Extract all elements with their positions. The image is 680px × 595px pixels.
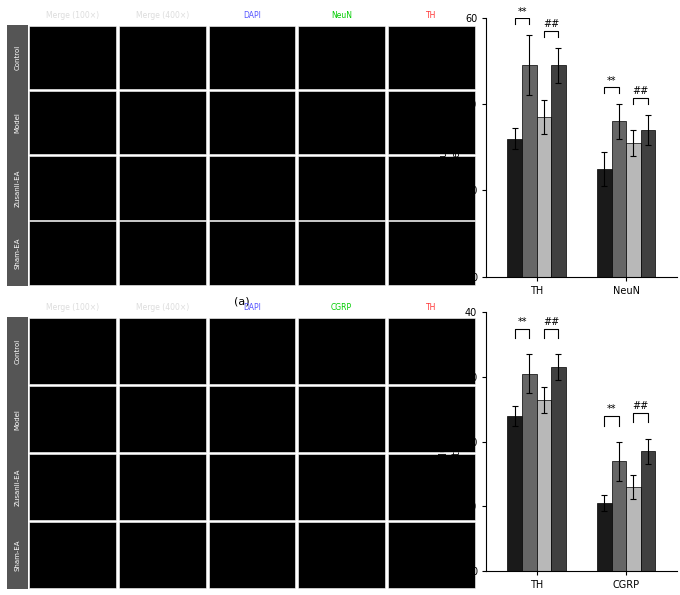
- Bar: [597, 169, 611, 277]
- Bar: [641, 130, 656, 277]
- Bar: [29, 91, 116, 155]
- Text: TH: TH: [426, 303, 437, 312]
- Bar: [119, 386, 206, 452]
- Bar: [611, 461, 626, 571]
- Bar: [209, 318, 295, 384]
- Bar: [29, 318, 116, 384]
- Text: ##: ##: [632, 400, 649, 411]
- Bar: [551, 367, 566, 571]
- Bar: [298, 26, 385, 89]
- Text: ##: ##: [543, 20, 559, 30]
- Bar: [641, 452, 656, 571]
- Text: DAPI: DAPI: [243, 303, 261, 312]
- Bar: [388, 318, 475, 384]
- Bar: [7, 25, 28, 286]
- Bar: [522, 374, 537, 571]
- Text: Model: Model: [14, 409, 20, 430]
- Y-axis label: Mean fluorescence
intensity: Mean fluorescence intensity: [439, 101, 460, 193]
- Text: NeuN: NeuN: [331, 11, 352, 20]
- Bar: [209, 454, 295, 520]
- Bar: [507, 416, 522, 571]
- Bar: [298, 91, 385, 155]
- Bar: [611, 121, 626, 277]
- Bar: [626, 487, 641, 571]
- Bar: [507, 139, 522, 277]
- Bar: [298, 386, 385, 452]
- Bar: [522, 65, 537, 277]
- Text: ##: ##: [632, 86, 649, 96]
- Text: **: **: [607, 76, 616, 86]
- Bar: [119, 522, 206, 588]
- Text: Model: Model: [14, 112, 20, 133]
- Bar: [29, 522, 116, 588]
- Text: Merge (400×): Merge (400×): [136, 303, 189, 312]
- Bar: [388, 156, 475, 220]
- Bar: [29, 386, 116, 452]
- Bar: [29, 454, 116, 520]
- Bar: [29, 156, 116, 220]
- Text: CGRP: CGRP: [331, 303, 352, 312]
- Text: Merge (100×): Merge (100×): [46, 303, 99, 312]
- Bar: [551, 65, 566, 277]
- Bar: [537, 117, 551, 277]
- Bar: [119, 156, 206, 220]
- Bar: [7, 317, 28, 589]
- Bar: [298, 318, 385, 384]
- Bar: [209, 522, 295, 588]
- Bar: [209, 91, 295, 155]
- Bar: [209, 221, 295, 285]
- Bar: [388, 26, 475, 89]
- Text: Zusanli-EA: Zusanli-EA: [14, 169, 20, 206]
- Text: (b): (b): [573, 380, 590, 390]
- Bar: [119, 26, 206, 89]
- Bar: [298, 221, 385, 285]
- Bar: [388, 221, 475, 285]
- Text: TH: TH: [426, 11, 437, 20]
- Y-axis label: Mean fluorescence
intensity: Mean fluorescence intensity: [439, 396, 460, 488]
- Bar: [29, 26, 116, 89]
- Bar: [29, 221, 116, 285]
- Bar: [298, 454, 385, 520]
- Bar: [388, 386, 475, 452]
- Text: Control: Control: [14, 45, 20, 70]
- Bar: [298, 522, 385, 588]
- Bar: [119, 454, 206, 520]
- Bar: [119, 318, 206, 384]
- Text: Merge (400×): Merge (400×): [136, 11, 189, 20]
- Text: (a): (a): [234, 297, 249, 307]
- Text: Sham-EA: Sham-EA: [14, 237, 20, 269]
- Bar: [388, 91, 475, 155]
- Text: Merge (100×): Merge (100×): [46, 11, 99, 20]
- Bar: [597, 503, 611, 571]
- Bar: [388, 454, 475, 520]
- Bar: [388, 522, 475, 588]
- Bar: [626, 143, 641, 277]
- Text: ##: ##: [543, 317, 559, 327]
- Bar: [119, 221, 206, 285]
- Bar: [119, 91, 206, 155]
- Legend: Control, Zusanli-EA, Model, Sham-EA: Control, Zusanli-EA, Model, Sham-EA: [525, 327, 638, 350]
- Bar: [298, 156, 385, 220]
- Text: **: **: [517, 317, 527, 327]
- Bar: [537, 400, 551, 571]
- Text: DAPI: DAPI: [243, 11, 261, 20]
- Bar: [209, 386, 295, 452]
- Bar: [209, 156, 295, 220]
- Text: Sham-EA: Sham-EA: [14, 539, 20, 571]
- Text: **: **: [607, 404, 616, 414]
- Text: Control: Control: [14, 339, 20, 364]
- Text: **: **: [517, 7, 527, 17]
- Bar: [209, 26, 295, 89]
- Text: Zusanli-EA: Zusanli-EA: [14, 468, 20, 506]
